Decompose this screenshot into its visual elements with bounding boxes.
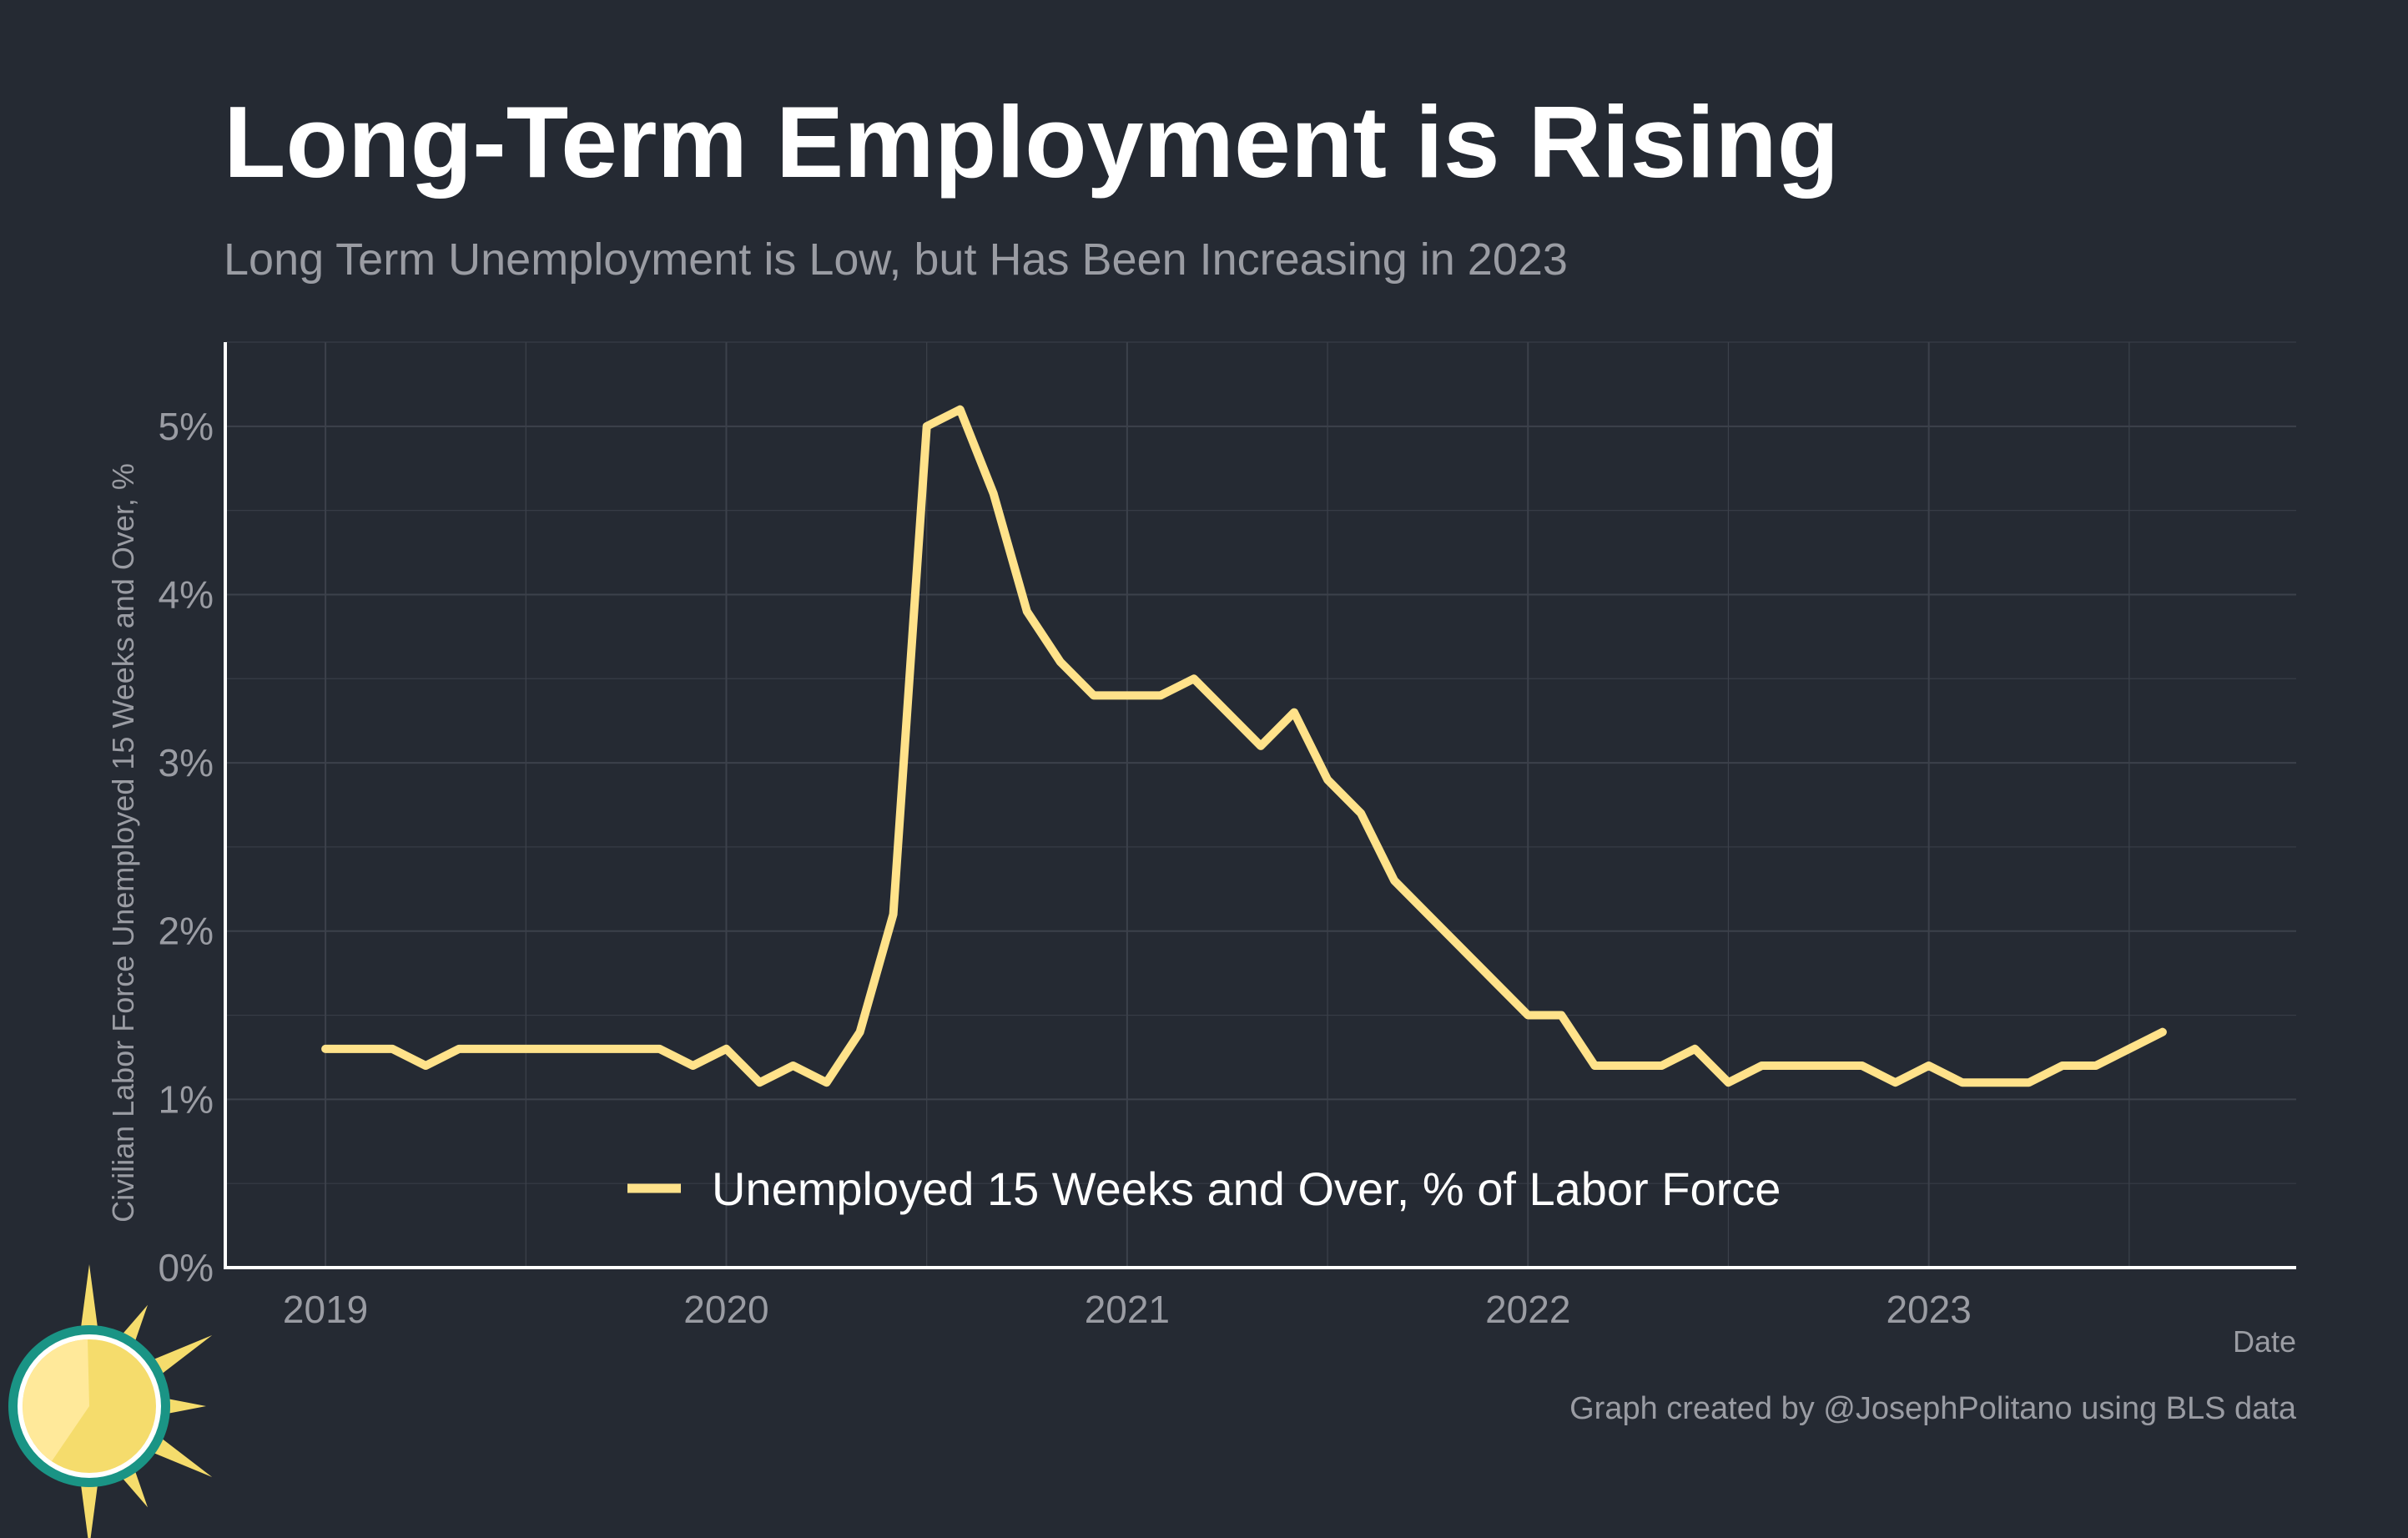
legend-label: Unemployed 15 Weeks and Over, % of Labor… xyxy=(712,1162,1781,1215)
axes xyxy=(224,342,2296,1269)
y-tick-label: 5% xyxy=(159,405,214,448)
x-tick-label: 2022 xyxy=(1485,1288,1570,1331)
y-axis-label: Civilian Labor Force Unemployed 15 Weeks… xyxy=(106,463,140,1223)
credit-text: Graph created by @JosephPolitano using B… xyxy=(1569,1391,2297,1426)
series-line xyxy=(321,405,2167,1087)
x-tick-label: 2021 xyxy=(1085,1288,1170,1331)
y-tick-label: 4% xyxy=(159,572,214,616)
y-tick-label: 1% xyxy=(159,1077,214,1121)
legend: Unemployed 15 Weeks and Over, % of Labor… xyxy=(627,1162,1781,1215)
sun-ray xyxy=(78,1264,100,1345)
y-tick-label: 2% xyxy=(159,910,214,953)
x-tick-label: 2019 xyxy=(283,1288,368,1331)
grid-lines xyxy=(225,341,2296,1268)
x-tick-labels: 2019 2020 2021 2022 2023 xyxy=(283,1288,1972,1331)
chart-title: Long-Term Employment is Rising xyxy=(224,85,1840,199)
y-tick-label: 3% xyxy=(159,741,214,784)
x-axis-label: Date xyxy=(2233,1324,2296,1359)
sun-logo-highlight xyxy=(23,1339,89,1461)
y-tick-label: 0% xyxy=(159,1246,214,1289)
y-tick-labels: 0% 1% 2% 3% 4% 5% xyxy=(159,405,214,1289)
sun-logo-icon xyxy=(8,1264,213,1538)
series-lines xyxy=(321,405,2167,1087)
chart-subtitle: Long Term Unemployment is Low, but Has B… xyxy=(224,234,1568,285)
x-tick-label: 2020 xyxy=(683,1288,768,1331)
x-tick-label: 2023 xyxy=(1886,1288,1971,1331)
